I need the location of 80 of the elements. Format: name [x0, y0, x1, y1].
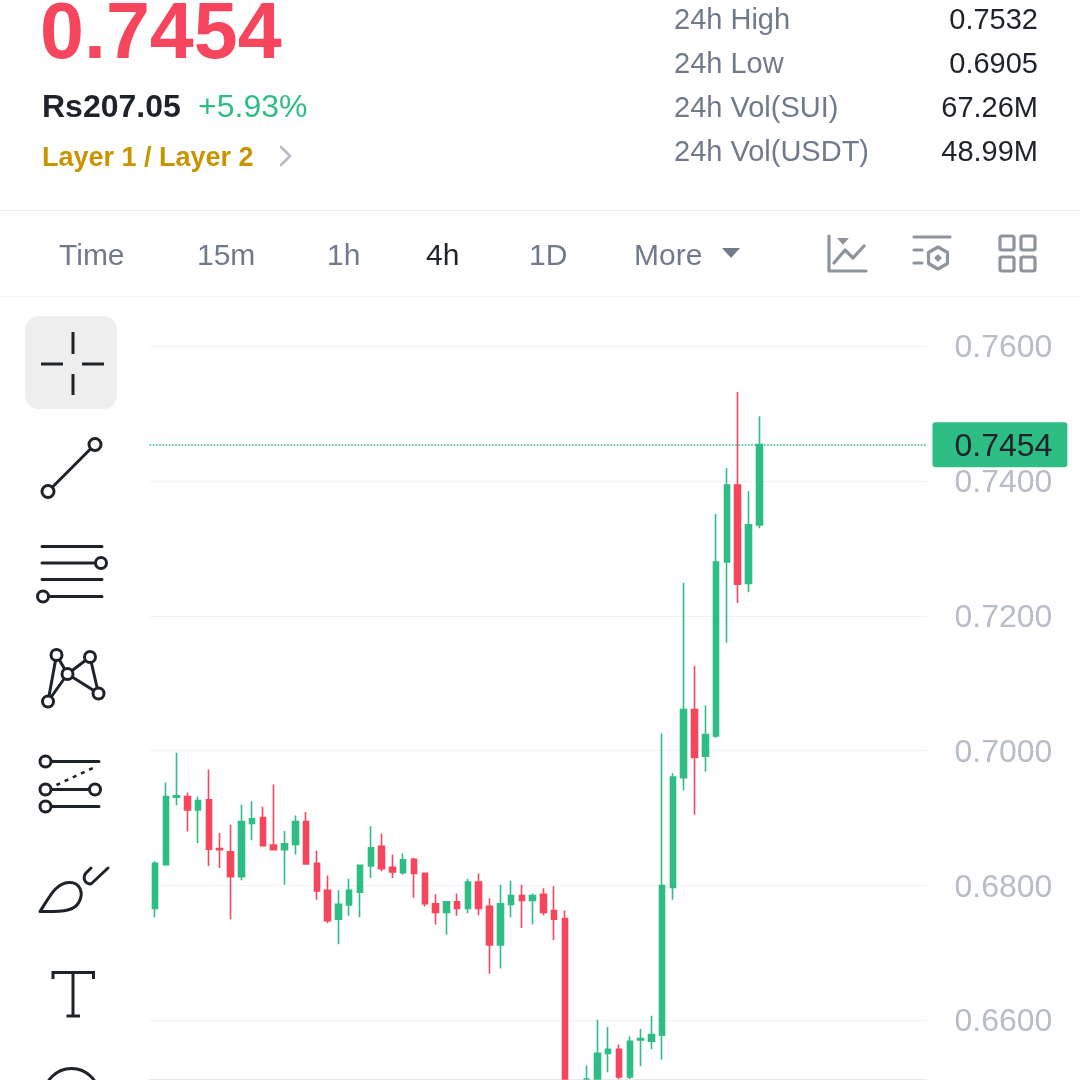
candlestick	[215, 832, 224, 869]
candlestick	[712, 513, 720, 739]
candlestick	[226, 824, 235, 921]
candlestick	[259, 805, 267, 848]
text: 0.6905	[949, 47, 1038, 80]
candlestick	[744, 490, 753, 594]
candlestick	[194, 795, 202, 844]
candlestick	[518, 884, 526, 929]
candlestick	[291, 814, 300, 856]
text: More	[634, 237, 703, 271]
y-tick-label: 0.6800	[954, 867, 1053, 904]
text: Layer 1 / Layer 2	[42, 142, 254, 173]
text: 67.26M	[941, 91, 1038, 124]
ref-line-label: 0.7454	[954, 426, 1053, 463]
candlestick	[151, 860, 159, 919]
candlestick	[690, 664, 699, 816]
candlestick	[269, 783, 278, 851]
candlestick	[302, 811, 310, 865]
candlestick	[658, 732, 666, 1061]
y-tick-label: 0.7600	[954, 328, 1053, 365]
text: 24h Vol(USDT)	[674, 135, 870, 168]
candlestick	[410, 857, 418, 899]
candlestick	[431, 893, 440, 926]
y-tick-label: 0.6600	[954, 1002, 1053, 1039]
text: +5.93%	[198, 87, 308, 124]
candlestick	[367, 825, 375, 879]
candlestick	[421, 872, 429, 908]
candlestick	[528, 892, 537, 926]
candlestick	[474, 872, 483, 916]
candlestick	[464, 877, 472, 914]
candlestick	[453, 892, 461, 917]
candlestick	[550, 885, 558, 941]
candlestick	[593, 1018, 602, 1080]
candlestick	[334, 889, 343, 945]
candlestick	[237, 803, 246, 881]
candlestick	[679, 582, 688, 792]
candlestick	[323, 874, 332, 925]
candlestick	[183, 791, 192, 833]
text: 0.7454	[40, 0, 282, 76]
text: 4h	[426, 237, 460, 271]
candlestick	[626, 1035, 634, 1080]
candlestick	[669, 772, 677, 901]
candlestick	[485, 897, 494, 975]
text: 1h	[327, 237, 361, 271]
candlestick	[162, 781, 170, 866]
candlestick	[636, 1028, 645, 1067]
candlestick	[442, 900, 451, 936]
candlestick	[388, 853, 397, 879]
candlestick	[205, 768, 213, 867]
candlestick	[733, 391, 742, 604]
candlestick	[356, 864, 364, 919]
candlestick	[248, 800, 256, 842]
candlestick	[507, 880, 515, 919]
text: 24h High	[674, 3, 791, 36]
text: 15m	[197, 237, 256, 271]
y-tick-label: 0.7000	[954, 732, 1053, 769]
text: 0.7532	[949, 3, 1038, 36]
candlestick	[615, 1043, 623, 1080]
candlestick	[280, 830, 289, 886]
text: 24h Vol(SUI)	[674, 91, 839, 124]
candlestick	[604, 1026, 612, 1074]
candlestick	[399, 852, 407, 876]
candlestick	[561, 909, 569, 1080]
candlestick	[313, 849, 321, 901]
candlestick	[377, 832, 386, 873]
candlestick	[647, 1014, 656, 1051]
candlestick	[172, 751, 181, 807]
text: 48.99M	[941, 135, 1038, 168]
text: 1D	[529, 237, 568, 271]
y-tick-label: 0.7200	[954, 597, 1053, 634]
candlestick	[539, 887, 548, 916]
candlestick	[582, 1064, 591, 1080]
text: Time	[59, 237, 125, 271]
candlestick	[496, 884, 505, 970]
text: Rs207.05	[42, 87, 181, 124]
candlestick	[345, 877, 353, 917]
y-tick-label: 0.7400	[954, 463, 1053, 500]
candlestick	[701, 704, 710, 773]
text: 24h Low	[674, 47, 784, 80]
candlestick	[723, 467, 731, 644]
